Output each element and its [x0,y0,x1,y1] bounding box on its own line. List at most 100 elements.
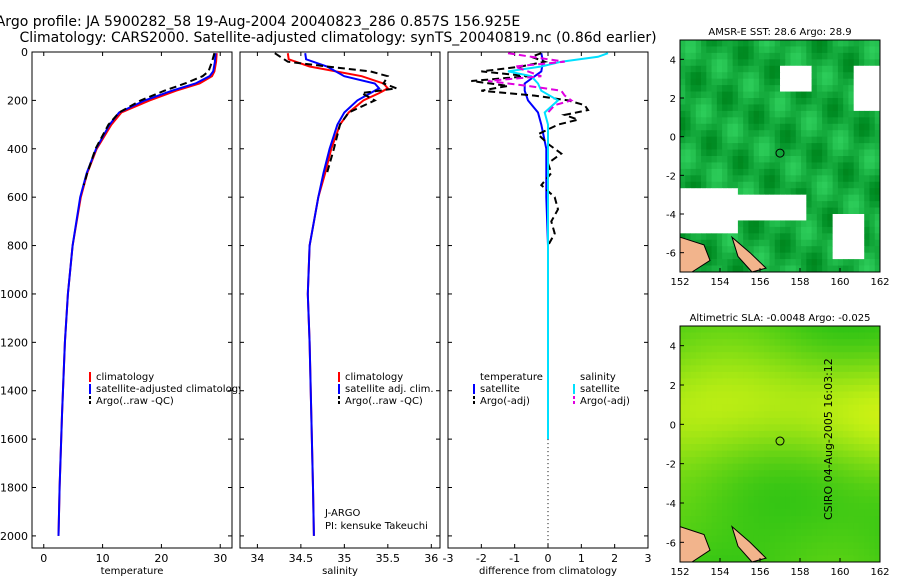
sla-map-cell [753,457,760,465]
sst-map-cell [701,168,707,176]
sla-map-cell [701,496,707,504]
sla-map-cell [758,358,765,366]
sla-map-cell [727,358,734,366]
sla-map-cell [874,365,881,373]
sst-map-cell [785,175,791,183]
sla-map-ytick-label: -2 [666,460,676,471]
sla-map-cell [690,516,697,524]
sst-map-cell [822,123,828,131]
sla-map-cell [774,424,781,432]
sst-map-cell [790,239,797,247]
sst-map-cell [774,239,781,247]
sst-map-cell [758,201,765,208]
sst-map-cell [853,207,860,215]
sla-map-cell [758,391,765,399]
sla-map-cell [764,542,770,550]
sla-map-cell [774,548,781,556]
sst-map-cell [853,259,860,266]
sst-map-cell [774,201,781,208]
sst-map-cell [780,149,786,157]
sst-map-cell [785,181,791,189]
sla-map-cell [780,555,786,563]
sla-map-cell [853,378,860,386]
sst-map-cell [806,136,812,144]
sla-map-cell [780,365,786,373]
sla-map-cell [785,470,791,478]
sla-map-cell [795,470,802,478]
sst-map-cell [811,259,818,266]
sla-map-cell [758,496,765,504]
sla-map-cell [706,529,712,537]
sst-map-cell [832,52,839,60]
sla-map-cell [816,522,823,530]
sst-map-cell [806,52,812,60]
sla-map-cell [690,391,697,399]
sst-map-cell [716,188,723,196]
temperature-ytick-label: 1400 [0,385,28,398]
sst-map-cell [743,162,749,170]
sla-map-xtick-label: 154 [710,567,729,578]
sst-map-cell [732,65,739,73]
sst-map-cell [727,149,734,157]
sla-map-cell [701,522,707,530]
sla-map-cell [737,332,744,340]
sst-map-cell [711,130,718,138]
sla-map-cell [853,365,860,373]
sst-map-cell [843,46,849,54]
sla-map-cell [864,542,870,550]
sla-map-cell [774,358,781,366]
sla-map-cell [869,430,876,438]
sla-map-cell [806,496,812,504]
sla-map-cell [816,529,823,537]
sst-map-cell [848,233,855,241]
sst-map-cell [695,78,702,86]
sla-map-cell [869,476,876,484]
sla-map-cell [869,378,876,386]
sla-map-cell [701,555,707,563]
sst-map-cell [701,78,707,86]
sst-map-cell [737,149,744,157]
sst-map-cell [769,104,776,112]
sla-map-cell [848,345,855,353]
sst-map-cell [753,194,760,202]
sst-map-cell [758,233,765,241]
sla-map-cell [732,398,739,406]
sla-map-cell [822,463,828,471]
sla-map-cell [758,470,765,478]
sst-map-cell [758,117,765,125]
sla-map-cell [680,345,686,353]
sla-map-cell [806,378,812,386]
sst-map-cell [816,162,823,170]
sst-map-cell [690,98,697,105]
sla-map-cell [816,385,823,392]
sla-map-cell [711,352,718,360]
sst-map-cell [727,104,734,112]
salinity-xtick-label: 34.5 [289,552,314,565]
sst-map-cell [790,168,797,176]
sst-map-cell [727,98,734,105]
sst-map-cell [837,98,844,105]
sla-map-cell [753,398,760,406]
sla-map-cell [790,358,797,366]
sst-map-ytick-label: -2 [666,171,676,182]
sla-map-cell [764,509,770,517]
sst-map-cell [869,188,876,196]
sst-map-cell [716,220,723,228]
sla-map-cell [727,542,734,550]
sla-map-cell [843,326,849,333]
sst-map-cell [790,149,797,157]
sla-map-cell [780,358,786,366]
sla-map-cell [774,345,781,353]
sla-map-cell [864,483,870,491]
sla-map-cell [774,437,781,445]
sla-map-cell [711,457,718,465]
sst-map-cell [832,259,839,266]
sst-map-cell [690,117,697,125]
sst-map-cell [811,239,818,247]
sst-map-cell [853,123,860,131]
sst-map-cell [843,52,849,60]
sst-map-cell [869,194,876,202]
sst-map-cell [680,104,686,112]
sst-map-cell [848,194,855,202]
salinity-xlabel: salinity [322,566,358,577]
